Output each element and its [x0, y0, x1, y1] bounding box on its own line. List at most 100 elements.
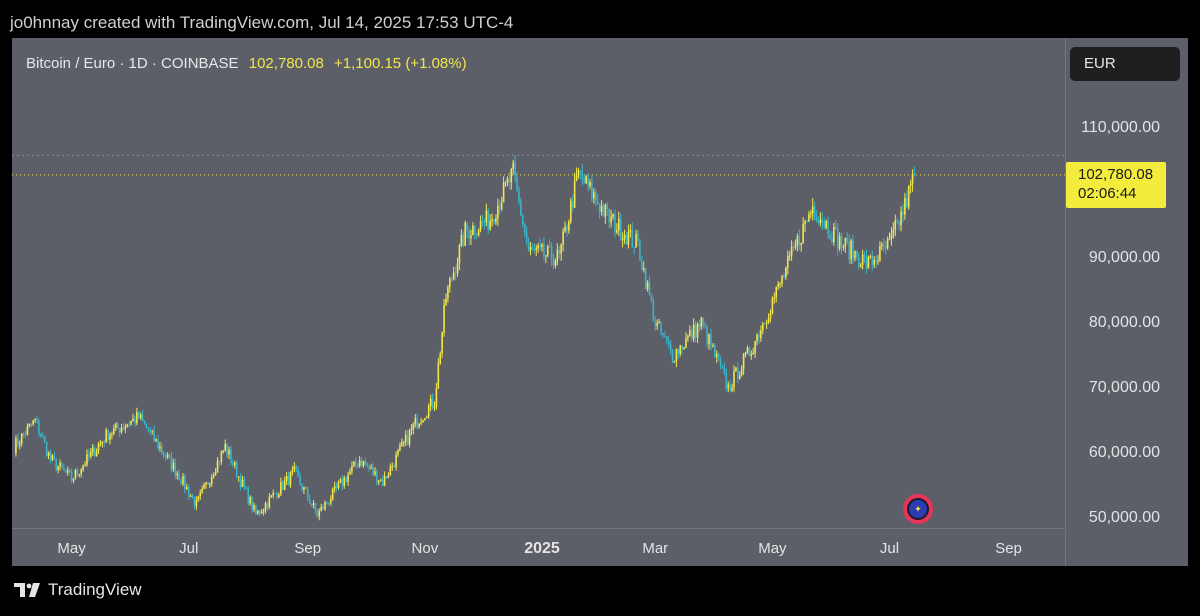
candle [727, 381, 730, 392]
candle-body [318, 510, 321, 517]
candle [449, 276, 451, 293]
candle-body [744, 352, 747, 355]
candle [810, 209, 812, 219]
candle [243, 476, 246, 490]
candle-body [719, 359, 722, 366]
candle [456, 257, 459, 278]
candle [491, 213, 493, 227]
candle [241, 475, 244, 488]
candle [848, 234, 850, 264]
candle-body [510, 169, 513, 183]
candle [362, 460, 365, 468]
candle [685, 332, 687, 349]
candle-body [55, 458, 58, 470]
candle [754, 340, 756, 359]
candle [516, 172, 518, 193]
candle [107, 428, 109, 442]
candle [861, 249, 864, 270]
candle-body [523, 224, 526, 233]
candle-body [497, 205, 499, 219]
candle-body [756, 334, 758, 341]
candle-body [61, 462, 63, 468]
candle [141, 410, 144, 423]
candle [310, 503, 313, 507]
candle-body [26, 426, 29, 435]
candle [639, 238, 641, 262]
candle-body [88, 453, 90, 457]
candle [631, 222, 634, 249]
candle-body [374, 471, 376, 475]
candle [391, 462, 394, 471]
candle-body [508, 178, 511, 183]
candle-body [38, 420, 40, 434]
candle-body [326, 502, 328, 504]
candle [136, 407, 138, 426]
candle [535, 244, 538, 256]
candle-body [710, 334, 712, 347]
candle [193, 496, 196, 509]
candle [585, 174, 587, 184]
candle [752, 347, 754, 355]
candle-body [683, 347, 685, 350]
candle-body [890, 233, 893, 239]
candle-body [631, 229, 634, 247]
candle-body [322, 506, 324, 510]
candle [858, 252, 860, 270]
candle-body [621, 239, 624, 241]
candle [207, 481, 209, 485]
candle [890, 227, 893, 246]
candle-body [788, 255, 791, 257]
candle-body [305, 487, 307, 489]
candle [629, 224, 632, 238]
candle-body [203, 484, 205, 489]
candle [692, 318, 695, 343]
candle-body [844, 237, 847, 247]
candle [99, 439, 102, 447]
candle-body [412, 424, 415, 430]
candle-body [93, 447, 96, 457]
candle-body [193, 497, 196, 507]
candle-body [863, 254, 866, 257]
candle [702, 317, 705, 329]
currency-button[interactable]: EUR [1070, 47, 1180, 81]
candle-body [881, 244, 883, 246]
candle [255, 504, 257, 515]
time-axis[interactable] [12, 528, 1065, 567]
tradingview-footer[interactable]: TradingView [14, 580, 142, 600]
candle [452, 266, 455, 281]
candle [792, 242, 795, 252]
candle-body [299, 476, 301, 485]
candle-body [604, 204, 607, 217]
candle-body [504, 182, 507, 184]
candle [541, 242, 543, 252]
candle-body [627, 232, 630, 245]
candle [424, 417, 426, 421]
candle-body [896, 220, 898, 222]
candle [729, 379, 731, 393]
chart-plot-area[interactable]: Bitcoin / Euro · 1D · COINBASE 102,780.0… [12, 38, 1065, 528]
candle-body [224, 443, 226, 451]
bar-countdown: 02:06:44 [1078, 185, 1137, 202]
candle [568, 219, 570, 234]
candle-body [906, 197, 908, 208]
price-axis[interactable] [1065, 38, 1189, 566]
candle [725, 368, 728, 392]
candle-body [836, 228, 839, 249]
candle-body [879, 245, 881, 261]
candle-body [907, 185, 910, 208]
candle-body [130, 420, 132, 425]
candle-body [669, 344, 672, 351]
events-flag-icon[interactable]: ✦ [903, 494, 933, 524]
candle [155, 438, 157, 443]
candle [166, 452, 169, 460]
candle-body [433, 406, 436, 408]
candle [594, 188, 597, 207]
candle-body [594, 192, 597, 201]
candle [758, 330, 760, 344]
candle-body [495, 218, 497, 223]
candle-body [18, 443, 21, 445]
candle [168, 453, 171, 459]
candle-body [702, 317, 705, 325]
candle [744, 351, 747, 358]
candle [149, 426, 152, 436]
